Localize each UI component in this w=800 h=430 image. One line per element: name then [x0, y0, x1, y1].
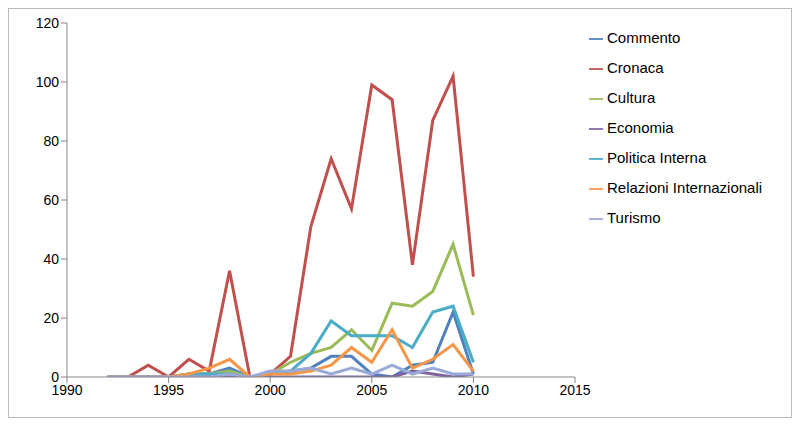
- svg-text:1995: 1995: [153, 382, 184, 398]
- svg-text:40: 40: [43, 251, 59, 267]
- svg-text:100: 100: [36, 74, 60, 90]
- svg-text:120: 120: [36, 15, 60, 31]
- svg-text:0: 0: [51, 369, 59, 385]
- html-text:Commento: Commento: [607, 29, 681, 46]
- svg-text:80: 80: [43, 133, 59, 149]
- svg-text:1990: 1990: [51, 381, 83, 398]
- html-text:Cultura: Cultura: [607, 89, 656, 106]
- html-text:Economia: Economia: [607, 119, 674, 136]
- html-text:Relazioni Internazionali: Relazioni Internazionali: [607, 179, 763, 196]
- svg-text:2015: 2015: [559, 382, 590, 398]
- svg-text:20: 20: [43, 310, 59, 326]
- svg-text:2005: 2005: [356, 382, 387, 398]
- html-text:Turismo: Turismo: [607, 209, 661, 226]
- svg-text:2010: 2010: [458, 382, 489, 398]
- svg-text:2000: 2000: [255, 382, 286, 398]
- html-text:Politica Interna: Politica Interna: [607, 149, 707, 166]
- svg-text:60: 60: [43, 192, 59, 208]
- html-text:Cronaca: Cronaca: [607, 59, 664, 76]
